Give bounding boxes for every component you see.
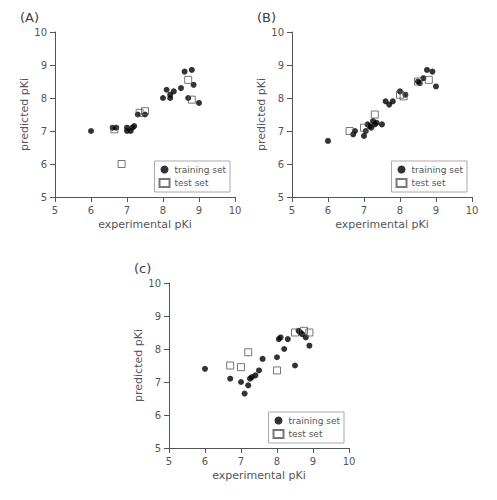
- svg-text:6: 6: [88, 205, 94, 216]
- svg-text:10: 10: [343, 456, 356, 467]
- svg-text:5: 5: [166, 456, 172, 467]
- svg-text:5: 5: [278, 192, 284, 203]
- svg-text:(B): (B): [257, 10, 276, 25]
- svg-text:(c): (c): [134, 261, 151, 276]
- svg-text:10: 10: [466, 205, 479, 216]
- svg-text:5: 5: [41, 192, 47, 203]
- svg-text:8: 8: [41, 93, 47, 104]
- svg-text:9: 9: [433, 205, 439, 216]
- svg-text:8: 8: [397, 205, 403, 216]
- svg-text:10: 10: [271, 27, 284, 38]
- svg-text:7: 7: [124, 205, 130, 216]
- svg-text:5: 5: [289, 205, 295, 216]
- svg-text:test set: test set: [412, 178, 446, 188]
- svg-text:7: 7: [238, 456, 244, 467]
- svg-text:9: 9: [41, 60, 47, 71]
- svg-text:5: 5: [155, 443, 161, 454]
- svg-text:6: 6: [155, 410, 161, 421]
- svg-text:8: 8: [278, 93, 284, 104]
- svg-text:6: 6: [278, 159, 284, 170]
- svg-text:9: 9: [278, 60, 284, 71]
- svg-text:9: 9: [310, 456, 316, 467]
- svg-text:8: 8: [160, 205, 166, 216]
- svg-text:training set: training set: [289, 416, 341, 426]
- svg-text:5: 5: [52, 205, 58, 216]
- svg-text:9: 9: [196, 205, 202, 216]
- svg-text:6: 6: [41, 159, 47, 170]
- svg-text:8: 8: [274, 456, 280, 467]
- svg-text:training set: training set: [412, 165, 464, 175]
- svg-text:7: 7: [41, 126, 47, 137]
- svg-text:test set: test set: [175, 178, 209, 188]
- svg-text:test set: test set: [289, 429, 323, 439]
- svg-text:predicted pKi: predicted pKi: [255, 78, 268, 151]
- svg-text:10: 10: [34, 27, 47, 38]
- svg-text:(A): (A): [20, 10, 39, 25]
- svg-text:training set: training set: [175, 165, 227, 175]
- svg-text:10: 10: [148, 278, 161, 289]
- svg-text:predicted pKi: predicted pKi: [18, 78, 31, 151]
- svg-text:6: 6: [325, 205, 331, 216]
- svg-text:experimental pKi: experimental pKi: [335, 218, 429, 231]
- svg-text:experimental pKi: experimental pKi: [212, 469, 306, 482]
- svg-text:experimental pKi: experimental pKi: [98, 218, 192, 231]
- svg-text:6: 6: [202, 456, 208, 467]
- svg-text:8: 8: [155, 344, 161, 355]
- svg-text:predicted pKi: predicted pKi: [132, 329, 145, 402]
- svg-text:7: 7: [361, 205, 367, 216]
- svg-text:9: 9: [155, 311, 161, 322]
- svg-text:7: 7: [155, 377, 161, 388]
- svg-text:10: 10: [229, 205, 242, 216]
- svg-text:7: 7: [278, 126, 284, 137]
